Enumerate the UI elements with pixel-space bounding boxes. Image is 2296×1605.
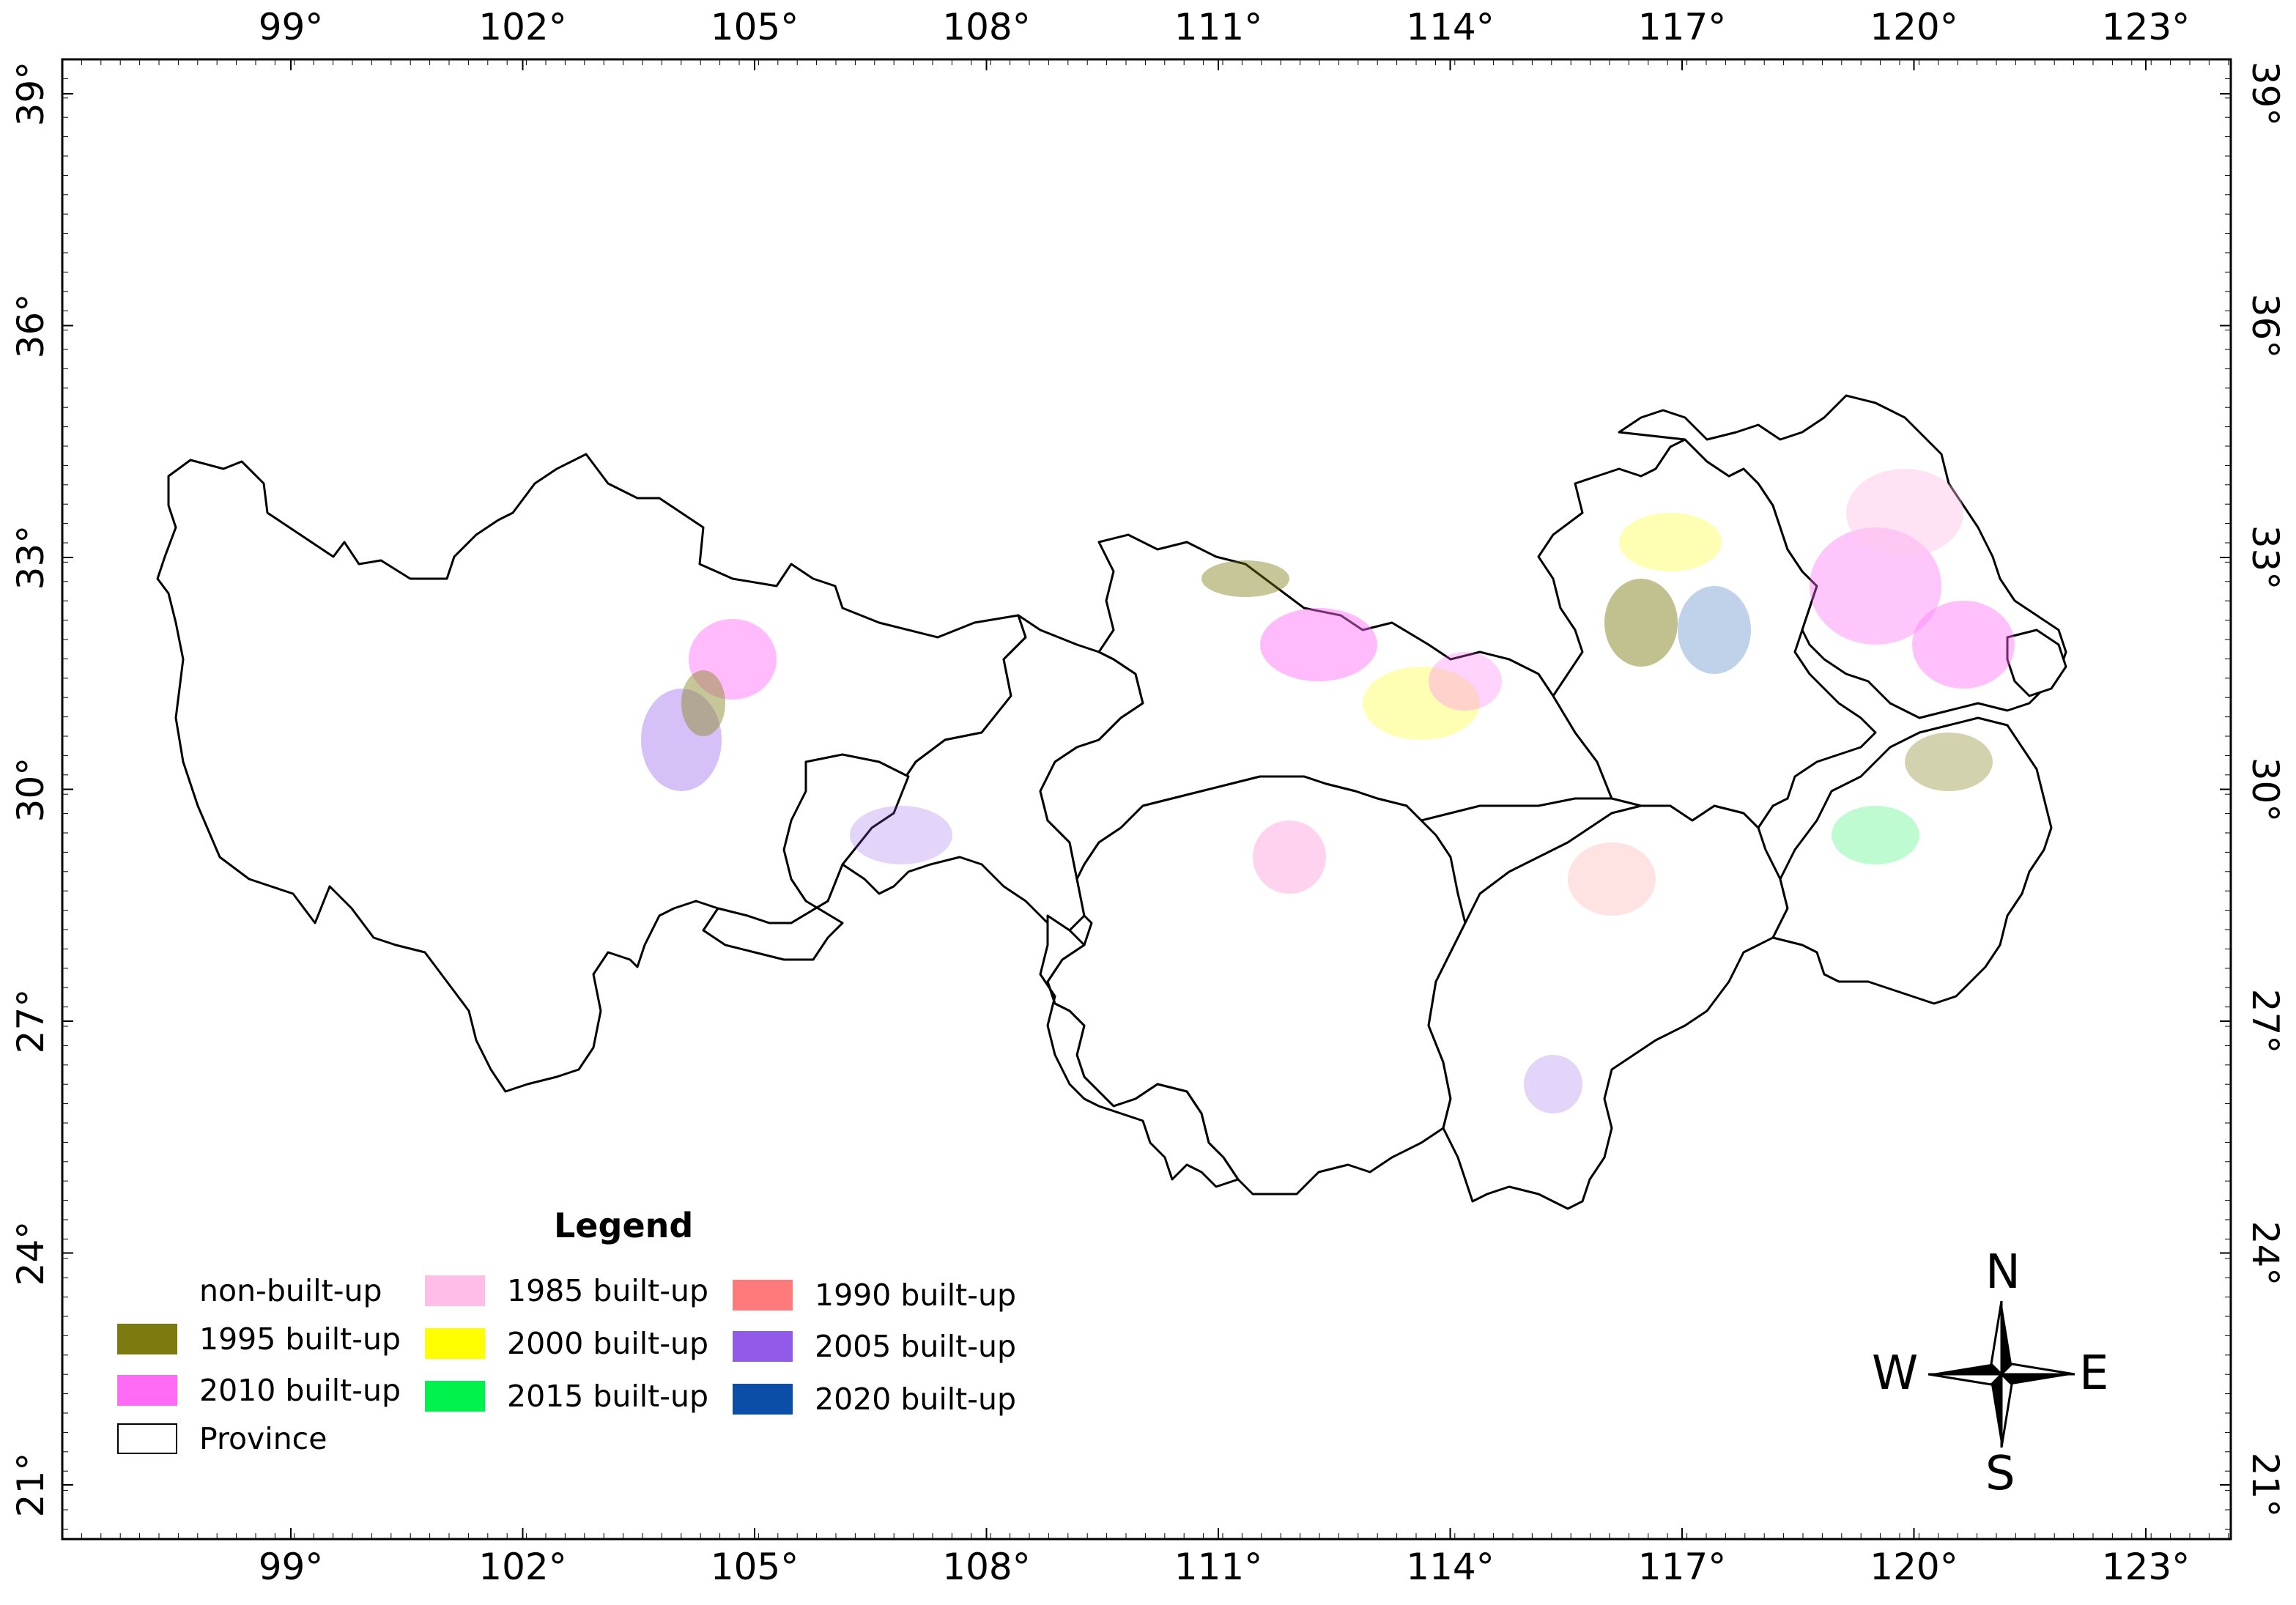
legend-item: 2015 built-up — [425, 1379, 708, 1414]
legend-item: Province — [117, 1421, 327, 1456]
legend-label: 2020 built-up — [815, 1382, 1017, 1417]
legend-swatch — [117, 1423, 177, 1454]
legend-label: 2000 built-up — [507, 1326, 709, 1361]
legend-item: non-built-up — [117, 1273, 382, 1308]
legend-swatch — [733, 1331, 793, 1362]
x-tick-label-bottom: 123° — [2101, 1546, 2191, 1588]
legend-swatch — [425, 1381, 485, 1412]
y-tick-label-right: 39° — [2244, 61, 2286, 127]
legend-label: 1995 built-up — [199, 1322, 401, 1357]
compass-west-label: W — [1872, 1346, 1919, 1401]
legend-swatch — [733, 1280, 793, 1311]
legend-label: 2010 built-up — [199, 1373, 401, 1408]
legend-label: 1985 built-up — [507, 1273, 709, 1308]
compass-east-label: E — [2079, 1346, 2109, 1401]
legend-swatch — [733, 1384, 793, 1415]
province-guizhou — [702, 753, 910, 961]
legend-item: 2020 built-up — [733, 1382, 1016, 1417]
y-tick-label-right: 24° — [2244, 1220, 2286, 1286]
legend-swatch — [117, 1275, 177, 1306]
province-zhejiang — [1771, 716, 2053, 1005]
legend-swatch — [425, 1275, 485, 1306]
y-tick-label-left: 36° — [10, 293, 52, 358]
frame-ticks — [62, 59, 2231, 1539]
legend-label: 2015 built-up — [507, 1379, 709, 1414]
y-tick-label-right: 30° — [2244, 757, 2286, 822]
x-tick-label-top: 123° — [2101, 6, 2191, 48]
x-tick-label-top: 108° — [942, 6, 1031, 48]
built-up-patches — [641, 469, 2015, 1113]
x-tick-label-bottom: 114° — [1406, 1546, 1495, 1588]
legend-label: 1990 built-up — [815, 1278, 1017, 1313]
x-tick-label-top: 111° — [1174, 6, 1263, 48]
legend-swatch — [117, 1375, 177, 1406]
province-shanghai — [2006, 629, 2067, 697]
x-tick-label-top: 114° — [1406, 6, 1495, 48]
province-regions — [156, 394, 2067, 1210]
legend-item: 1995 built-up — [117, 1322, 401, 1357]
y-tick-label-right: 33° — [2244, 525, 2286, 590]
y-tick-label-right: 21° — [2244, 1452, 2286, 1518]
x-tick-label-bottom: 111° — [1174, 1546, 1263, 1588]
legend-title: Legend — [554, 1206, 694, 1245]
y-tick-label-right: 27° — [2244, 988, 2286, 1054]
x-tick-label-bottom: 99° — [258, 1546, 324, 1588]
legend-swatch — [425, 1328, 485, 1359]
legend-item: 2005 built-up — [733, 1329, 1016, 1364]
legend-item: 2000 built-up — [425, 1326, 708, 1361]
legend-label: 2005 built-up — [815, 1329, 1017, 1364]
province-yunnan — [1039, 914, 1240, 1188]
legend-item: 2010 built-up — [117, 1373, 401, 1408]
x-tick-label-top: 99° — [258, 6, 324, 48]
y-tick-label-left: 39° — [10, 61, 52, 127]
compass-rose — [1927, 1300, 2075, 1448]
y-tick-label-left: 24° — [10, 1220, 52, 1286]
y-tick-label-left: 27° — [10, 988, 52, 1054]
legend-item: 1985 built-up — [425, 1273, 708, 1308]
x-tick-label-bottom: 120° — [1870, 1546, 1958, 1588]
province-anhui — [1537, 438, 1877, 829]
legend-label: non-built-up — [199, 1273, 382, 1308]
y-tick-label-right: 36° — [2244, 293, 2286, 358]
x-tick-label-bottom: 102° — [478, 1546, 567, 1588]
compass-north-label: N — [1985, 1245, 2021, 1300]
legend-item: 1990 built-up — [733, 1278, 1016, 1313]
x-tick-label-bottom: 117° — [1637, 1546, 1727, 1588]
x-tick-label-bottom: 108° — [942, 1546, 1031, 1588]
legend-swatch — [117, 1324, 177, 1354]
x-tick-label-top: 120° — [1870, 6, 1958, 48]
x-tick-label-bottom: 105° — [710, 1546, 799, 1588]
x-tick-label-top: 117° — [1637, 6, 1727, 48]
x-tick-label-top: 105° — [710, 6, 799, 48]
legend-label: Province — [199, 1421, 327, 1456]
y-tick-label-left: 30° — [10, 757, 52, 822]
y-tick-label-left: 21° — [10, 1452, 52, 1518]
x-tick-label-top: 102° — [478, 6, 567, 48]
compass-south-label: S — [1985, 1447, 2015, 1501]
y-tick-label-left: 33° — [10, 525, 52, 590]
